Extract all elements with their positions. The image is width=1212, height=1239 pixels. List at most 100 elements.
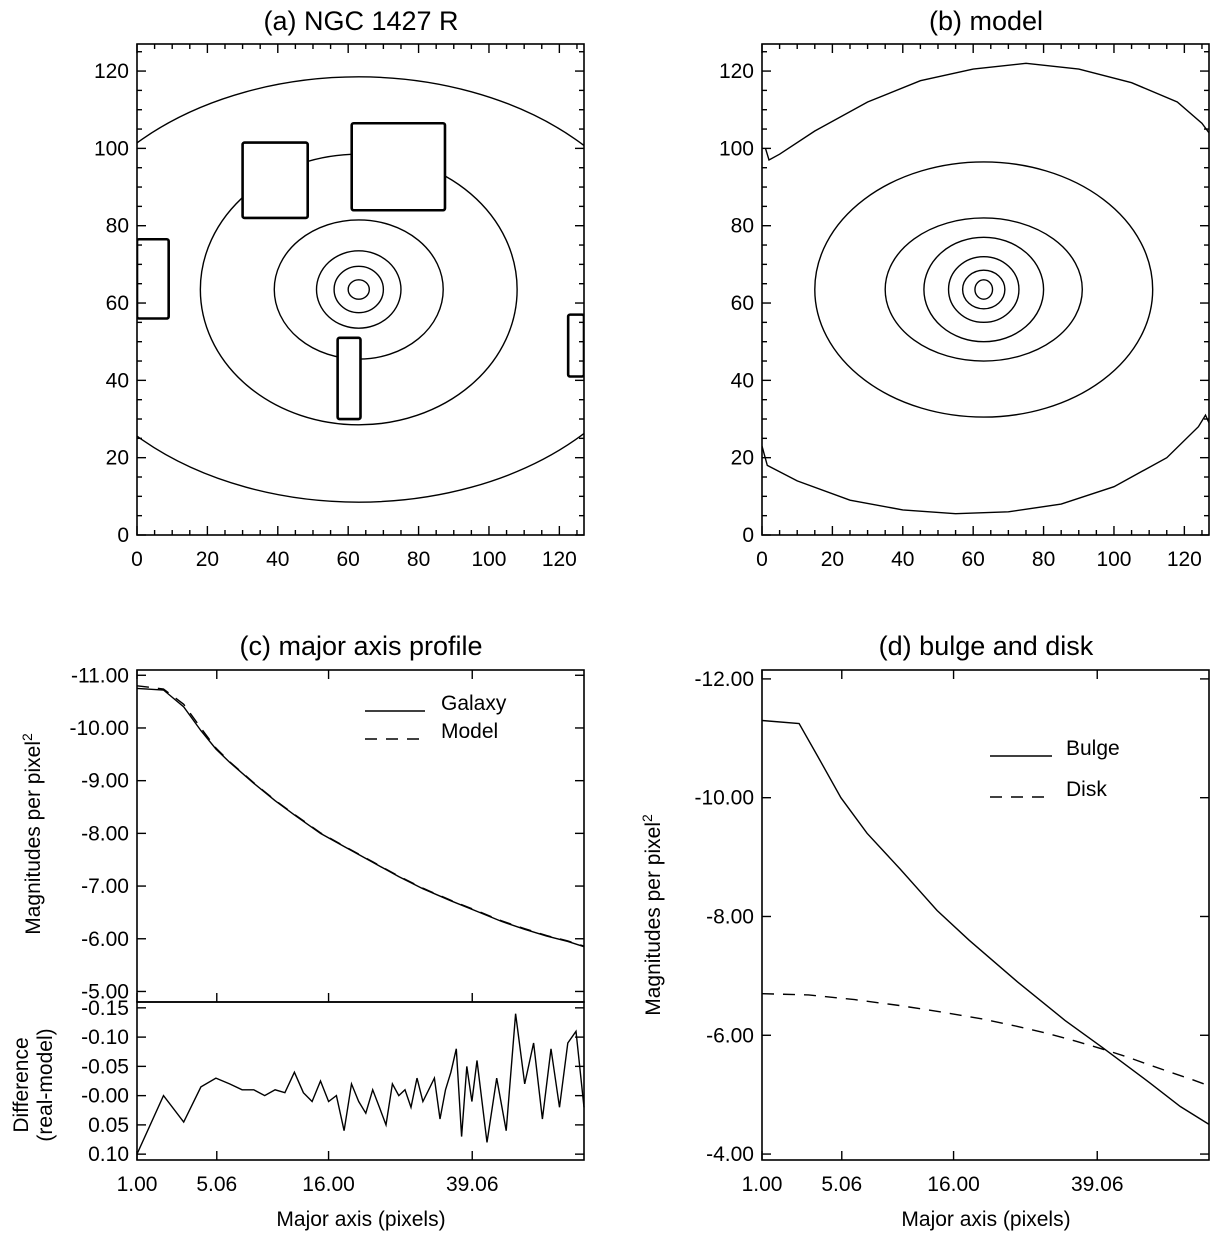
y-tick-label: 100 (94, 137, 129, 160)
x-tick-label: 1.00 (742, 1173, 783, 1196)
panel-b: (b) model 0 20 40 60 80 100 120 0 20 40 60 80 100 120 (719, 6, 1210, 571)
panel-d-xlabel: Major axis (pixels) (901, 1208, 1070, 1231)
x-tick-label: 20 (821, 548, 844, 571)
series-galaxy-line (136, 687, 585, 948)
panel-a: (a) NGC 1427 R 0 20 40 60 80 100 120 0 20 40 60 80 1… (94, 6, 585, 571)
y-tick-label: -10.00 (694, 787, 754, 810)
y-tick-label: -12.00 (694, 668, 754, 691)
y-tick-label: 0 (742, 524, 754, 547)
panel-c-main-frame (136, 669, 585, 1003)
residual-y-tick-label: -0.00 (81, 1085, 129, 1108)
legend-label-model: Model (441, 720, 498, 743)
y-tick-label: 40 (731, 369, 754, 392)
panel-d-ylabel: Magnitudes per pixel2 (639, 814, 665, 1016)
panel-a-title: (a) NGC 1427 R (263, 6, 458, 36)
contour-a-3 (315, 250, 402, 329)
residual-y-tick-label: -0.15 (81, 997, 129, 1020)
panel-d-plot-area (761, 719, 1210, 1125)
y-tick-label: -4.00 (706, 1143, 754, 1166)
y-tick-label: -6.00 (706, 1024, 754, 1047)
panel-b-plot-area (762, 62, 1209, 515)
x-tick-label: 39.06 (446, 1173, 499, 1196)
y-tick-label: 20 (731, 447, 754, 470)
series-bulge-line (761, 719, 1210, 1125)
contour-b-outer-top (764, 62, 1209, 162)
x-tick-label: 0 (131, 548, 143, 571)
x-tick-label: 16.00 (927, 1173, 980, 1196)
x-tick-label: 80 (1032, 548, 1055, 571)
contour-b-2 (961, 269, 1006, 310)
panel-c-ylabel: Magnitudes per pixel2 (19, 733, 45, 935)
contour-a-1 (347, 279, 370, 300)
y-tick-label: 100 (719, 137, 754, 160)
y-tick-label: 120 (94, 60, 129, 83)
y-tick-label: -5.00 (81, 980, 129, 1003)
panel-d-ticks: -12.00 -10.00 -8.00 -6.00 -4.00 1.00 5.06 16.00… (694, 668, 1209, 1196)
y-tick-label: 80 (106, 215, 129, 238)
series-model-line (136, 685, 585, 947)
panel-d: (d) bulge and disk -12.00 -10.00 -8.00 -6.0… (639, 631, 1210, 1231)
x-tick-label: 60 (337, 548, 360, 571)
x-tick-label: 20 (196, 548, 219, 571)
contour-b-1 (974, 279, 994, 300)
mask-box-4 (566, 313, 584, 378)
x-tick-label: 120 (1167, 548, 1202, 571)
y-tick-label: 60 (106, 292, 129, 315)
panel-c: (c) major axis profile -11.00 -10.00 -9.00… (10, 631, 585, 1231)
mask-box-3 (137, 237, 170, 320)
panel-a-ticks: 0 20 40 60 80 100 120 0 20 40 60 80 100 120 (94, 44, 584, 571)
y-tick-label: -8.00 (81, 822, 129, 845)
panel-c-legend: Galaxy Model (365, 692, 507, 743)
panel-b-title: (b) model (929, 6, 1043, 36)
panel-c-residual-frame (136, 1001, 585, 1161)
contour-b-4 (923, 236, 1045, 343)
contour-a-2 (333, 265, 385, 314)
panel-c-title: (c) major axis profile (239, 631, 482, 661)
panel-a-contours (137, 76, 584, 503)
x-tick-label: 80 (407, 548, 430, 571)
panel-c-ticks: -11.00 -10.00 -9.00 -8.00 -7.00 -6.00 -5.00 1.0… (69, 664, 584, 1196)
y-tick-label: 120 (719, 60, 754, 83)
x-tick-label: 120 (542, 548, 577, 571)
series-disk-line (761, 993, 1210, 1087)
contour-a-6 (137, 76, 584, 503)
x-tick-label: 100 (1096, 548, 1131, 571)
contour-b-3 (947, 255, 1020, 324)
residual-y-tick-label: -0.10 (81, 1026, 129, 1049)
residual-line (136, 1013, 585, 1155)
y-tick-label: 0 (117, 524, 129, 547)
panel-d-frame (761, 669, 1210, 1161)
y-tick-label: -9.00 (81, 770, 129, 793)
y-tick-label: -10.00 (69, 717, 129, 740)
x-tick-label: 40 (266, 548, 289, 571)
x-tick-label: 60 (962, 548, 985, 571)
x-tick-label: 100 (471, 548, 506, 571)
panel-d-title: (d) bulge and disk (879, 631, 1094, 661)
y-tick-label: -11.00 (71, 664, 129, 687)
panel-d-legend: Bulge Disk (990, 737, 1120, 801)
x-tick-label: 5.06 (821, 1173, 862, 1196)
legend-label-bulge: Bulge (1066, 737, 1120, 760)
contour-b-5 (884, 217, 1083, 362)
x-tick-label: 0 (756, 548, 768, 571)
residual-y-tick-label: 0.10 (88, 1143, 129, 1166)
panel-c-residual-ylabel: Difference (10, 1037, 33, 1132)
panel-b-frame (761, 43, 1210, 536)
panel-c-residual-ylabel-2: (real-model) (34, 1028, 57, 1141)
panel-c-xlabel: Major axis (pixels) (276, 1208, 445, 1231)
legend-label-galaxy: Galaxy (441, 692, 507, 715)
y-tick-label: 20 (106, 447, 129, 470)
contour-b-outer-bottom (762, 413, 1209, 515)
mask-box-1 (241, 141, 310, 220)
panel-c-plot-area (136, 685, 585, 1155)
y-tick-label: -7.00 (81, 875, 129, 898)
contour-b-6 (814, 161, 1154, 418)
panel-b-ticks: 0 20 40 60 80 100 120 0 20 40 60 80 100 120 (719, 44, 1209, 571)
x-tick-label: 5.06 (196, 1173, 237, 1196)
y-tick-label: -8.00 (706, 905, 754, 928)
y-tick-label: 80 (731, 215, 754, 238)
panel-a-plot-area (137, 76, 584, 503)
y-tick-label: -6.00 (81, 928, 129, 951)
residual-y-tick-label: -0.05 (81, 1055, 129, 1078)
